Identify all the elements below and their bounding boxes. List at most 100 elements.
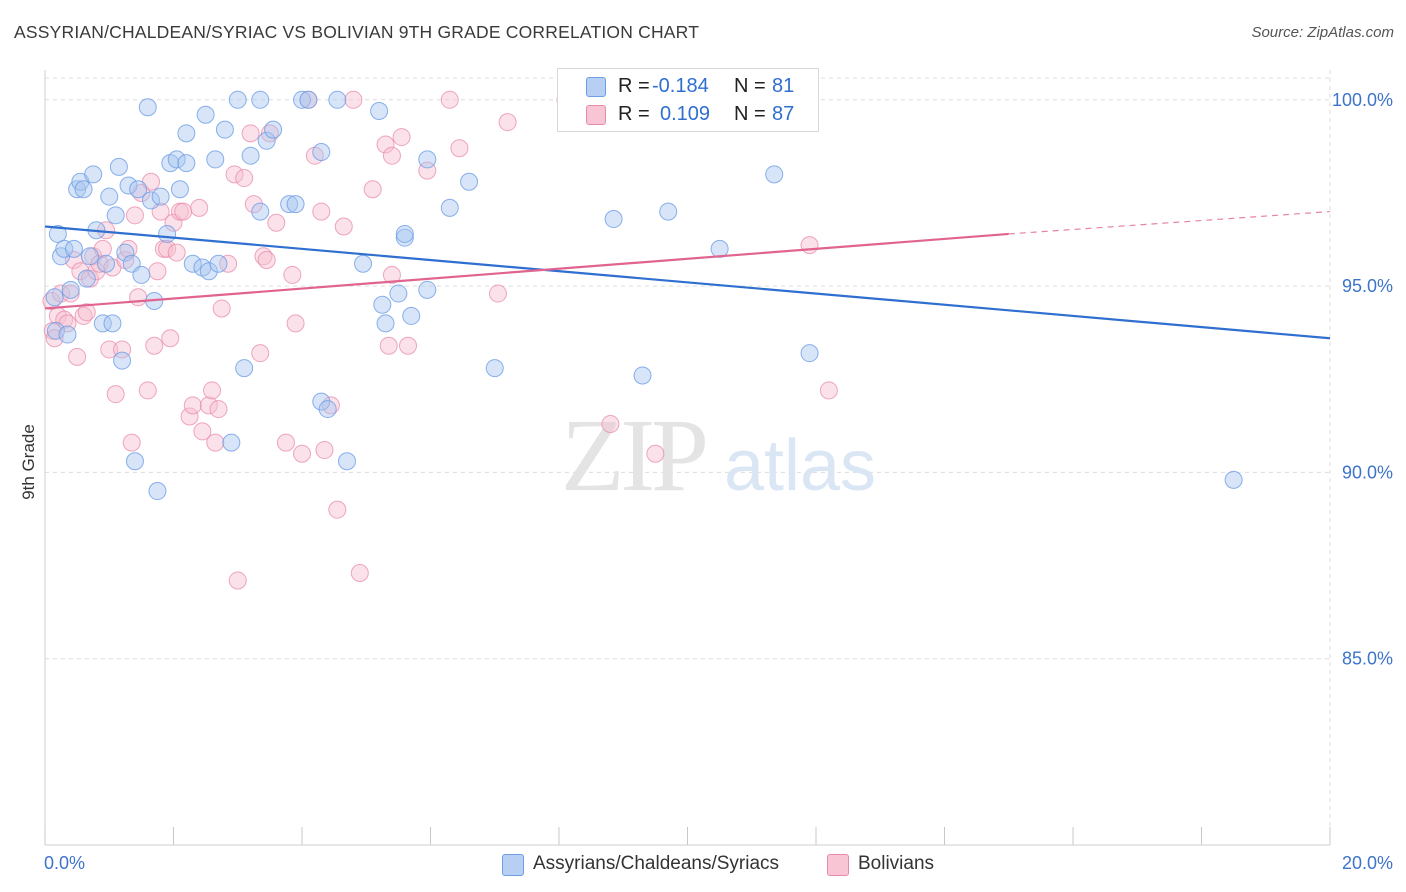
trend-lines: [44, 210, 1331, 340]
assyrians-point: [312, 142, 331, 161]
bolivians-point: [819, 381, 838, 400]
bolivians-point: [68, 347, 87, 366]
assyrians-point: [177, 154, 196, 173]
watermark: ZIP atlas: [561, 398, 876, 513]
bolivians-point: [212, 299, 231, 318]
assyrians-points: [45, 90, 1243, 501]
bolivians-point: [122, 433, 141, 452]
assyrians-point: [251, 202, 270, 221]
assyrians-point: [280, 195, 299, 214]
assyrians-point: [251, 90, 270, 109]
legend-swatch-blue: [586, 77, 606, 97]
assyrians-point: [209, 254, 228, 273]
bolivians-point: [209, 400, 228, 419]
correlation-legend: R = -0.184 N = 81 R = 0.109 N = 87: [557, 68, 819, 132]
bolivians-point: [148, 262, 167, 281]
series-legend-label: Bolivians: [858, 853, 935, 874]
y-tick-label: 85.0%: [1342, 649, 1393, 669]
assyrians-point: [257, 131, 276, 150]
assyrians-point: [206, 150, 225, 169]
assyrians-point: [142, 191, 161, 210]
bolivians-point: [193, 422, 212, 441]
bolivians-point: [601, 414, 620, 433]
bolivians-point: [283, 265, 302, 284]
bolivians-point: [344, 90, 363, 109]
assyrians-point: [460, 172, 479, 191]
bolivians-point: [350, 564, 369, 583]
n-label: N =: [734, 75, 766, 97]
assyrians-point: [659, 202, 678, 221]
assyrians-point: [241, 146, 260, 165]
assyrians-point: [604, 210, 623, 229]
bolivians-point: [251, 344, 270, 363]
assyrians-point: [228, 90, 247, 109]
assyrians-point: [138, 98, 157, 117]
bolivians-point: [138, 381, 157, 400]
assyrians-point: [148, 482, 167, 501]
assyrians-point: [55, 239, 74, 258]
assyrians-point: [264, 120, 283, 139]
assyrians-point: [129, 180, 148, 199]
assyrians-point: [46, 321, 65, 340]
bolivians-point: [450, 139, 469, 158]
assyrians-point: [58, 325, 77, 344]
assyrians-point: [485, 359, 504, 378]
assyrians-point: [97, 254, 116, 273]
bolivians-point: [190, 198, 209, 217]
assyrians-point: [440, 198, 459, 217]
n-label: N =: [734, 103, 766, 125]
assyrians-point: [199, 262, 218, 281]
assyrians-point: [45, 288, 64, 307]
assyrians-point: [299, 90, 318, 109]
assyrians-point: [119, 176, 138, 195]
bolivians-point: [363, 180, 382, 199]
bolivians-point: [167, 243, 186, 262]
bolivians-point: [161, 329, 180, 348]
assyrians-trend-line: [44, 225, 1331, 340]
y-axis-label: 9th Grade: [19, 424, 38, 500]
legend-row-bolivians: R = 0.109 N = 87: [558, 101, 818, 129]
assyrians-point: [77, 269, 96, 288]
assyrians-point: [61, 280, 80, 299]
assyrians-point: [318, 400, 337, 419]
x-tick-label: 0.0%: [44, 853, 85, 873]
y-tick-label: 100.0%: [1332, 90, 1393, 110]
bolivians-point: [180, 407, 199, 426]
bolivians-point: [219, 254, 238, 273]
assyrians-point: [103, 314, 122, 333]
n-value: 87: [772, 103, 795, 125]
bolivians-point: [286, 314, 305, 333]
bolivians-point: [158, 239, 177, 258]
assyrians-point: [74, 180, 93, 199]
bolivians-point: [328, 500, 347, 519]
assyrians-point: [354, 254, 373, 273]
bolivians-point: [646, 444, 665, 463]
legend-row-assyrians: R = -0.184 N = 81: [558, 73, 818, 101]
chart-title: ASSYRIAN/CHALDEAN/SYRIAC VS BOLIVIAN 9TH…: [14, 22, 700, 42]
bolivians-point: [206, 433, 225, 452]
bolivians-trend-line: [44, 232, 1009, 310]
bolivians-point: [800, 236, 819, 255]
bolivians-point: [267, 213, 286, 232]
series-legend: Assyrians/Chaldeans/Syriacs Bolivians: [0, 853, 1406, 877]
assyrians-point: [177, 124, 196, 143]
bolivians-point: [241, 124, 260, 143]
bolivians-point: [106, 385, 125, 404]
assyrians-point: [1224, 470, 1243, 489]
assyrians-point: [373, 295, 392, 314]
bolivians-point: [257, 251, 276, 270]
assyrians-point: [183, 254, 202, 273]
r-label: R =: [618, 103, 650, 125]
assyrians-point: [293, 90, 311, 109]
bolivians-point: [228, 571, 247, 590]
legend-swatch-blue: [502, 854, 524, 876]
bolivians-point: [440, 90, 459, 109]
bolivians-point: [71, 262, 90, 281]
bolivians-point: [100, 340, 119, 359]
bolivians-point: [129, 288, 148, 307]
assyrians-point: [418, 150, 437, 169]
n-value: 81: [772, 75, 795, 97]
assyrians-point: [312, 392, 331, 411]
bolivians-point: [376, 135, 395, 154]
